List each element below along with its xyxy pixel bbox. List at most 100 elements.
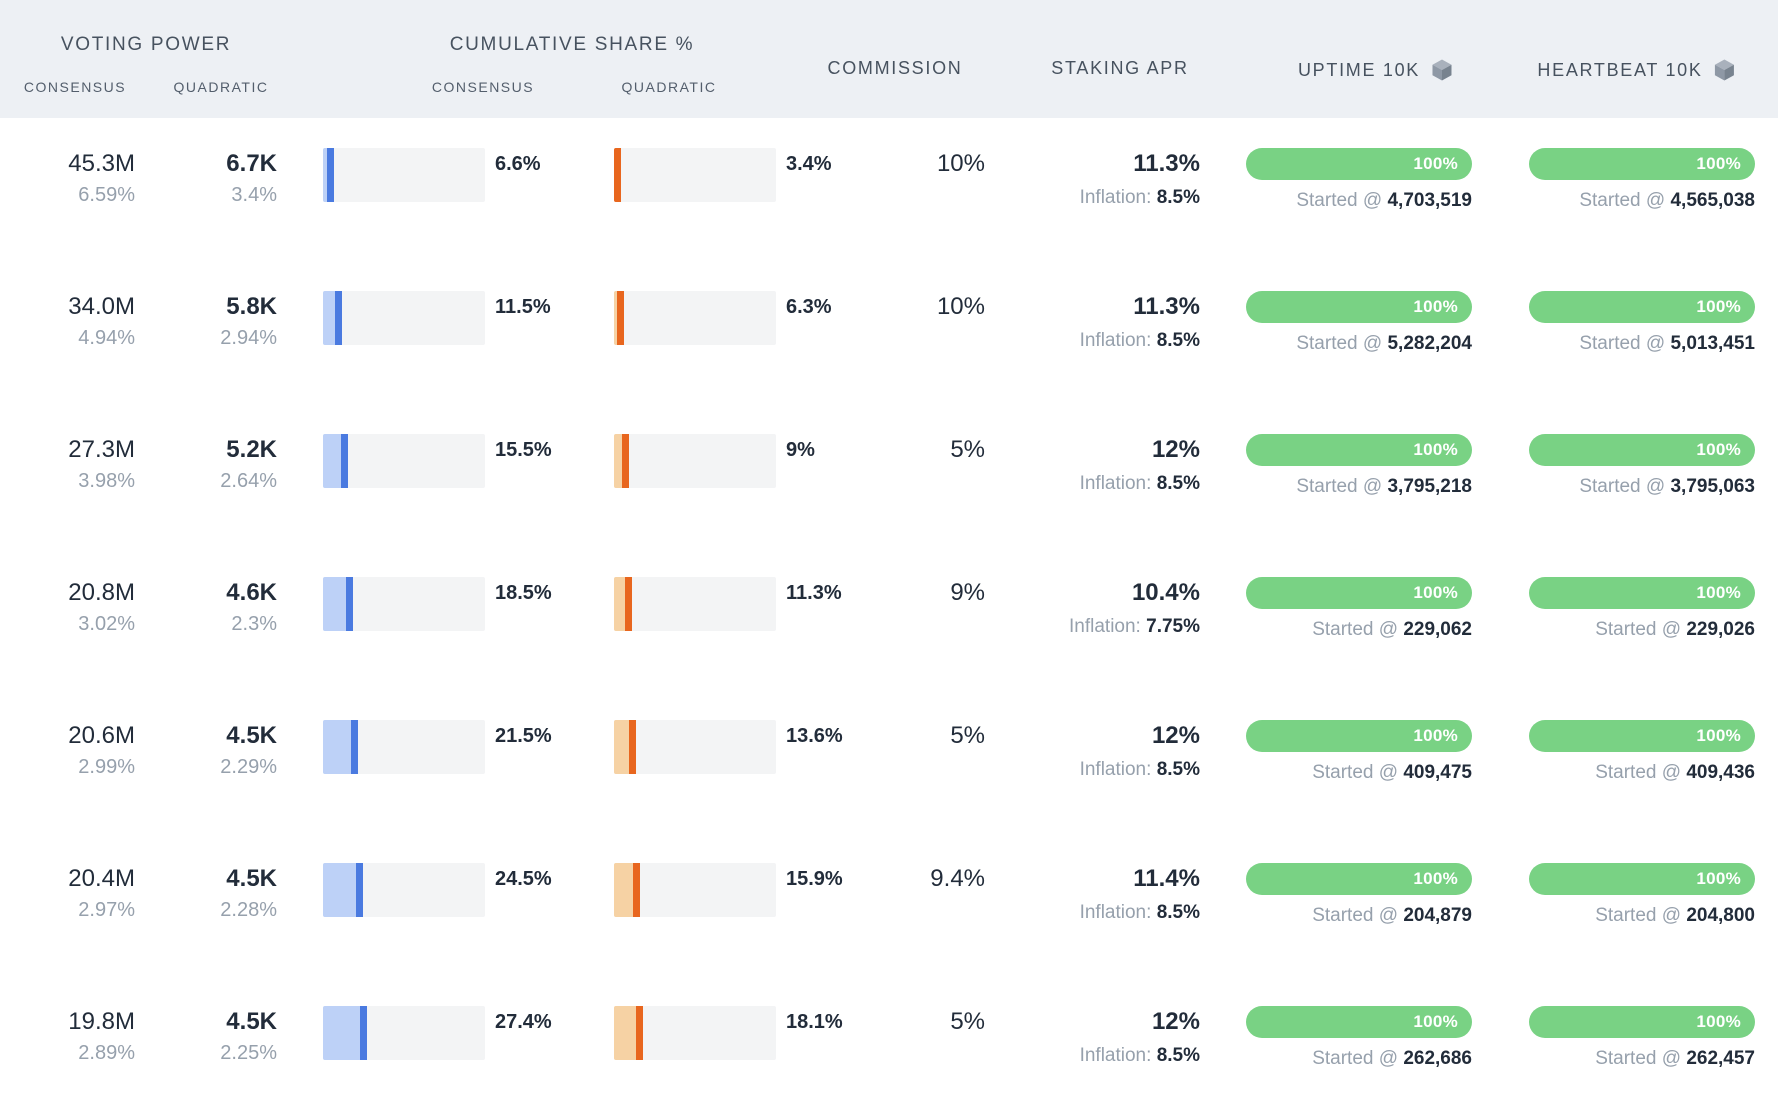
uptime-started-line: Started @ 5,282,204 (1296, 332, 1472, 356)
header-cumulative-consensus[interactable]: CONSENSUS (431, 79, 535, 95)
cube-icon (1432, 59, 1452, 81)
uptime-started-block: 5,282,204 (1387, 333, 1472, 354)
heartbeat-cell: 100% Started @ 262,457 (1480, 976, 1778, 1119)
cumulative-quadratic-bar-fill (614, 863, 640, 917)
heartbeat-pill-value: 100% (1696, 1012, 1741, 1031)
uptime-started-block: 3,795,218 (1387, 476, 1472, 497)
validator-row[interactable]: 19.8M 2.89% 4.5K 2.25% 27.4% 18.1% (0, 976, 1778, 1119)
cumulative-quadratic-bar (614, 291, 776, 345)
cumulative-consensus-bar (323, 148, 485, 202)
cumulative-consensus-cell: 15.5% (277, 404, 614, 547)
cumulative-quadratic-value: 15.9% (786, 868, 843, 890)
heartbeat-started-block: 229,026 (1686, 619, 1755, 640)
header-voting-power-consensus[interactable]: CONSENSUS (23, 79, 127, 95)
commission-cell: 5% (830, 690, 985, 833)
uptime-cell: 100% Started @ 3,795,218 (1200, 404, 1480, 547)
heartbeat-started-label: Started @ (1595, 905, 1682, 926)
voting-power-quadratic-value: 4.6K (226, 579, 277, 606)
validator-row[interactable]: 20.8M 3.02% 4.6K 2.3% 18.5% 11.3% (0, 547, 1778, 690)
cumulative-consensus-value: 21.5% (495, 725, 552, 747)
inflation-label: Inflation: (1069, 616, 1141, 637)
header-cumulative-quadratic[interactable]: QUADRATIC (621, 79, 717, 95)
commission-cell: 10% (830, 261, 985, 404)
inflation-value: 8.5% (1156, 902, 1200, 923)
voting-power-consensus-cell: 20.6M 2.99% (0, 690, 135, 833)
heartbeat-started-label: Started @ (1595, 1048, 1682, 1069)
voting-power-consensus-share: 2.97% (78, 899, 135, 921)
heartbeat-started-block: 3,795,063 (1670, 476, 1755, 497)
cumulative-quadratic-cell: 9% (614, 404, 830, 547)
cumulative-quadratic-bar-marker (617, 291, 625, 345)
voting-power-consensus-share: 4.94% (78, 327, 135, 349)
voting-power-consensus-value: 27.3M (68, 436, 135, 463)
heartbeat-started-line: Started @ 4,565,038 (1579, 189, 1755, 213)
uptime-pill: 100% (1246, 148, 1472, 180)
cumulative-consensus-bar (323, 863, 485, 917)
validator-row[interactable]: 45.3M 6.59% 6.7K 3.4% 6.6% 3.4% 10 (0, 118, 1778, 261)
validator-row[interactable]: 34.0M 4.94% 5.8K 2.94% 11.5% 6.3% (0, 261, 1778, 404)
staking-apr-cell: 11.3% Inflation: 8.5% (985, 261, 1200, 404)
uptime-started-line: Started @ 262,686 (1312, 1047, 1472, 1071)
heartbeat-pill-value: 100% (1696, 869, 1741, 888)
uptime-cell: 100% Started @ 204,879 (1200, 833, 1480, 976)
inflation-line: Inflation: 8.5% (985, 472, 1200, 496)
validator-row[interactable]: 20.6M 2.99% 4.5K 2.29% 21.5% 13.6% (0, 690, 1778, 833)
voting-power-quadratic-value: 5.8K (226, 293, 277, 320)
heartbeat-pill: 100% (1529, 291, 1755, 323)
cumulative-consensus-value: 6.6% (495, 153, 541, 175)
inflation-value: 8.5% (1156, 759, 1200, 780)
cumulative-quadratic-bar-marker (621, 434, 629, 488)
staking-apr-cell: 11.3% Inflation: 8.5% (985, 118, 1200, 261)
validator-row[interactable]: 27.3M 3.98% 5.2K 2.64% 15.5% 9% 5% (0, 404, 1778, 547)
cumulative-quadratic-bar-marker (636, 1006, 644, 1060)
cumulative-consensus-bar (323, 434, 485, 488)
cumulative-quadratic-bar-marker (625, 577, 633, 631)
voting-power-consensus-cell: 34.0M 4.94% (0, 261, 135, 404)
cumulative-quadratic-bar-marker (629, 720, 637, 774)
cumulative-consensus-bar-fill (323, 1006, 368, 1060)
header-voting-power[interactable]: VOTING POWER (60, 34, 232, 55)
heartbeat-pill-value: 100% (1696, 297, 1741, 316)
uptime-started-label: Started @ (1312, 619, 1399, 640)
inflation-value: 8.5% (1156, 187, 1200, 208)
header-uptime[interactable]: UPTIME 10K (1298, 58, 1454, 82)
cumulative-consensus-bar-fill (323, 720, 358, 774)
uptime-pill-value: 100% (1413, 726, 1458, 745)
header-uptime-label: UPTIME 10K (1297, 59, 1421, 80)
cumulative-consensus-bar-marker (345, 577, 353, 631)
cumulative-quadratic-bar (614, 148, 776, 202)
staking-apr-value: 11.3% (1133, 293, 1200, 320)
cumulative-quadratic-cell: 13.6% (614, 690, 843, 833)
uptime-pill: 100% (1246, 577, 1472, 609)
heartbeat-cell: 100% Started @ 229,026 (1480, 547, 1778, 690)
heartbeat-started-label: Started @ (1579, 333, 1666, 354)
heartbeat-pill-value: 100% (1696, 583, 1741, 602)
header-commission[interactable]: COMMISSION (827, 58, 963, 78)
inflation-line: Inflation: 8.5% (985, 1044, 1200, 1068)
voting-power-quadratic-value: 4.5K (226, 1008, 277, 1035)
uptime-cell: 100% Started @ 229,062 (1200, 547, 1480, 690)
commission-value: 10% (936, 293, 985, 320)
cube-icon (1715, 59, 1735, 81)
uptime-pill: 100% (1246, 1006, 1472, 1038)
cumulative-consensus-bar-marker (341, 434, 349, 488)
voting-power-consensus-share: 2.89% (78, 1042, 135, 1064)
header-voting-power-quadratic[interactable]: QUADRATIC (173, 79, 269, 95)
header-staking-apr[interactable]: STAKING APR (1051, 58, 1189, 78)
cumulative-quadratic-value: 13.6% (786, 725, 843, 747)
validator-row[interactable]: 20.4M 2.97% 4.5K 2.28% 24.5% 15.9% (0, 833, 1778, 976)
commission-value: 10% (936, 150, 985, 177)
inflation-value: 7.75% (1146, 616, 1200, 637)
inflation-label: Inflation: (1079, 1045, 1152, 1066)
voting-power-consensus-share: 6.59% (78, 184, 135, 206)
cumulative-consensus-value: 18.5% (495, 582, 552, 604)
cumulative-consensus-cell: 6.6% (277, 118, 614, 261)
voting-power-consensus-cell: 20.8M 3.02% (0, 547, 135, 690)
heartbeat-started-block: 5,013,451 (1670, 333, 1755, 354)
heartbeat-started-line: Started @ 229,026 (1595, 618, 1755, 642)
header-heartbeat[interactable]: HEARTBEAT 10K (1537, 58, 1736, 82)
cumulative-quadratic-cell: 3.4% (614, 118, 832, 261)
cumulative-consensus-bar-marker (360, 1006, 368, 1060)
voting-power-consensus-cell: 19.8M 2.89% (0, 976, 135, 1119)
cumulative-quadratic-bar-fill (614, 434, 629, 488)
